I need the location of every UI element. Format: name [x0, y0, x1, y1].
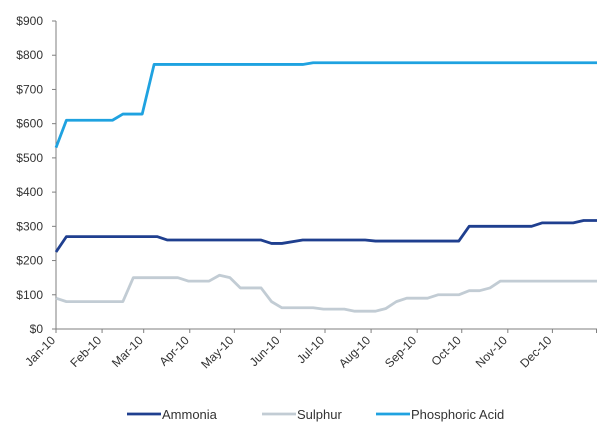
series-line-sulphur — [55, 273, 597, 313]
y-axis-ticks: $0 $100 $200 $300 $400 $500 $600 $700 $800 $900 — [16, 14, 56, 336]
x-tick-label: Aug-10 — [336, 333, 373, 370]
y-tick-label: $500 — [16, 151, 43, 165]
x-tick-label: May-10 — [198, 333, 236, 371]
series-line-phosphoric-acid — [54, 61, 597, 149]
x-tick-label: Oct-10 — [429, 333, 465, 369]
legend: Ammonia Sulphur Phosphoric Acid — [127, 407, 504, 422]
legend-label-phosphoric-acid: Phosphoric Acid — [411, 407, 504, 422]
x-tick-label: Jun-10 — [247, 333, 283, 369]
x-tick-label: Apr-10 — [157, 333, 193, 369]
y-tick-label: $0 — [30, 322, 44, 336]
y-tick-label: $400 — [16, 185, 43, 199]
x-tick-label: Mar-10 — [109, 333, 146, 370]
legend-label-sulphur: Sulphur — [297, 407, 342, 422]
y-tick-label: $200 — [16, 254, 43, 268]
y-tick-label: $600 — [16, 117, 43, 131]
series-lines — [54, 61, 597, 313]
y-tick-label: $100 — [16, 288, 43, 302]
y-tick-label: $800 — [16, 48, 43, 62]
x-tick-label: Jan-10 — [22, 333, 58, 369]
axes — [55, 21, 597, 330]
y-tick-label: $900 — [16, 14, 43, 28]
x-tick-label: Feb-10 — [67, 333, 104, 370]
x-tick-label: Jul-10 — [294, 333, 327, 366]
y-tick-label: $300 — [16, 219, 43, 233]
x-axis-ticks: Jan-10 Feb-10 Mar-10 Apr-10 May-10 Jun-10 Jul-… — [22, 329, 597, 371]
series-line-ammonia — [54, 219, 597, 253]
x-tick-label: Dec-10 — [517, 333, 554, 370]
legend-label-ammonia: Ammonia — [162, 407, 218, 422]
x-tick-label: Nov-10 — [473, 333, 510, 370]
x-tick-label: Sep-10 — [382, 333, 419, 370]
y-tick-label: $700 — [16, 82, 43, 96]
